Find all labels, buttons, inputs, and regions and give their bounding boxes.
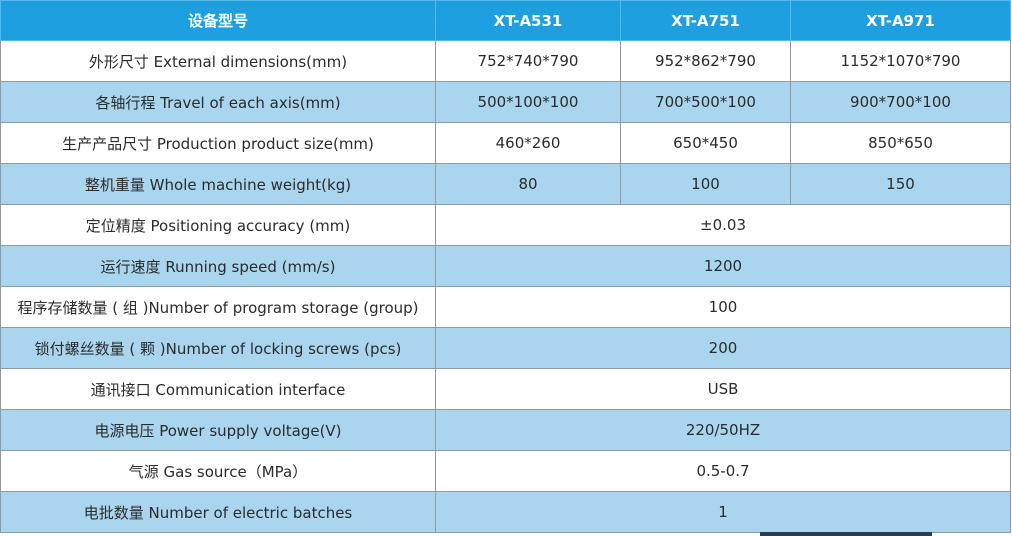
row-value: 1152*1070*790 <box>790 40 1011 82</box>
table-row: 外形尺寸 External dimensions(mm) 752*740*790… <box>0 40 1011 82</box>
table-row: 生产产品尺寸 Production product size(mm) 460*2… <box>0 122 1011 164</box>
row-value-shared: 1200 <box>435 245 1011 287</box>
row-value: 752*740*790 <box>435 40 621 82</box>
table-row: 锁付螺丝数量 ( 颗 )Number of locking screws (pc… <box>0 327 1011 369</box>
header-cell-model-1: XT-A531 <box>435 0 621 41</box>
row-value-shared: 1 <box>435 491 1011 533</box>
row-value-shared: 220/50HZ <box>435 409 1011 451</box>
header-cell-model-2: XT-A751 <box>620 0 791 41</box>
table-row: 整机重量 Whole machine weight(kg) 80 100 150 <box>0 163 1011 205</box>
table-row: 电批数量 Number of electric batches 1 <box>0 491 1011 533</box>
row-value-shared: 200 <box>435 327 1011 369</box>
row-label: 程序存储数量 ( 组 )Number of program storage (g… <box>0 286 436 328</box>
row-value: 900*700*100 <box>790 81 1011 123</box>
table-row: 气源 Gas source（MPa） 0.5-0.7 <box>0 450 1011 492</box>
row-value: 150 <box>790 163 1011 205</box>
row-label: 外形尺寸 External dimensions(mm) <box>0 40 436 82</box>
decorative-accent-bar <box>760 532 932 536</box>
row-label: 气源 Gas source（MPa） <box>0 450 436 492</box>
row-label: 运行速度 Running speed (mm/s) <box>0 245 436 287</box>
table-row: 各轴行程 Travel of each axis(mm) 500*100*100… <box>0 81 1011 123</box>
row-label: 生产产品尺寸 Production product size(mm) <box>0 122 436 164</box>
row-value: 460*260 <box>435 122 621 164</box>
row-value: 500*100*100 <box>435 81 621 123</box>
header-cell-model-3: XT-A971 <box>790 0 1011 41</box>
table-row: 程序存储数量 ( 组 )Number of program storage (g… <box>0 286 1011 328</box>
row-value-shared: 0.5-0.7 <box>435 450 1011 492</box>
row-label: 锁付螺丝数量 ( 颗 )Number of locking screws (pc… <box>0 327 436 369</box>
row-value: 80 <box>435 163 621 205</box>
row-value-shared: 100 <box>435 286 1011 328</box>
row-value: 650*450 <box>620 122 791 164</box>
table-row: 运行速度 Running speed (mm/s) 1200 <box>0 245 1011 287</box>
row-value: 700*500*100 <box>620 81 791 123</box>
row-label: 电源电压 Power supply voltage(V) <box>0 409 436 451</box>
header-cell-label: 设备型号 <box>0 0 436 41</box>
header-row: 设备型号 XT-A531 XT-A751 XT-A971 <box>0 0 1011 41</box>
row-value-shared: ±0.03 <box>435 204 1011 246</box>
row-value: 100 <box>620 163 791 205</box>
row-label: 各轴行程 Travel of each axis(mm) <box>0 81 436 123</box>
table-row: 电源电压 Power supply voltage(V) 220/50HZ <box>0 409 1011 451</box>
row-label: 整机重量 Whole machine weight(kg) <box>0 163 436 205</box>
row-label: 电批数量 Number of electric batches <box>0 491 436 533</box>
row-value-shared: USB <box>435 368 1011 410</box>
row-label: 定位精度 Positioning accuracy (mm) <box>0 204 436 246</box>
row-value: 850*650 <box>790 122 1011 164</box>
table-row: 定位精度 Positioning accuracy (mm) ±0.03 <box>0 204 1011 246</box>
spec-table-body: 外形尺寸 External dimensions(mm) 752*740*790… <box>0 40 1011 533</box>
row-label: 通讯接口 Communication interface <box>0 368 436 410</box>
row-value: 952*862*790 <box>620 40 791 82</box>
spec-table-header: 设备型号 XT-A531 XT-A751 XT-A971 <box>0 0 1011 41</box>
table-row: 通讯接口 Communication interface USB <box>0 368 1011 410</box>
